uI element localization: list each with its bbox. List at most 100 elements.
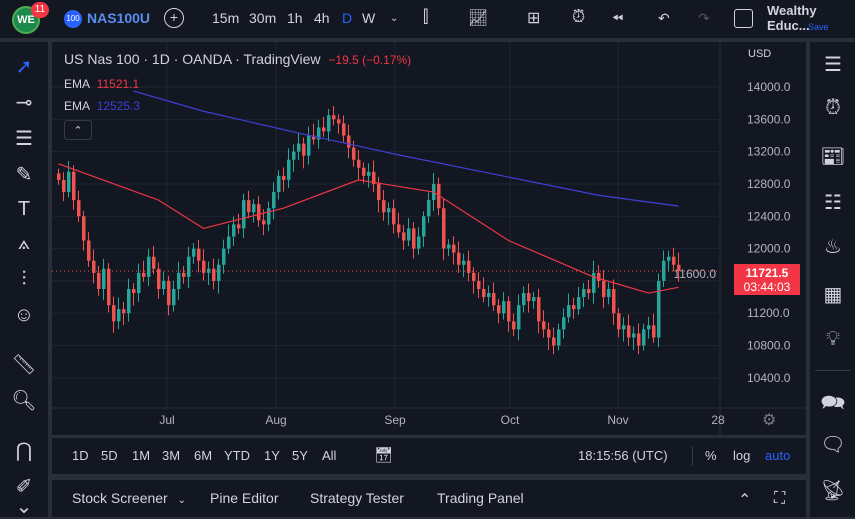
- alert-icon[interactable]: ⏰︎: [572, 7, 586, 26]
- fib-icon[interactable]: ☰: [15, 128, 33, 150]
- candle-body: [357, 159, 361, 168]
- interval-15m[interactable]: 15m: [212, 10, 240, 26]
- cursor-icon[interactable]: ➚: [15, 56, 33, 78]
- chevron-down-icon[interactable]: ⌄: [15, 496, 33, 518]
- price-chart[interactable]: 14000.0 13600.0 13200.0 12800.0 12400.0 12000…: [52, 42, 806, 435]
- legend-title[interactable]: US Nas 100 · 1D · OANDA · TradingView: [64, 51, 321, 67]
- percent-toggle[interactable]: %: [705, 448, 717, 463]
- ideas-bulb-icon[interactable]: 💡︎: [826, 328, 840, 350]
- candle-body: [137, 272, 141, 294]
- candle-body: [487, 293, 491, 298]
- chats-icon[interactable]: 🗪: [820, 392, 846, 414]
- range-1d[interactable]: 1D: [72, 448, 89, 463]
- range-all[interactable]: All: [322, 448, 337, 463]
- ema1-legend[interactable]: EMA 11521.1: [64, 77, 139, 91]
- indicators-icon[interactable]: 📈︎: [468, 10, 489, 27]
- date-range-icon[interactable]: 📅︎: [374, 447, 394, 464]
- fullscreen-icon[interactable]: ⛶: [774, 490, 786, 507]
- candle-body: [272, 192, 276, 209]
- interval-d[interactable]: D: [342, 10, 353, 26]
- add-list-icon[interactable]: ☷: [824, 192, 842, 214]
- range-3m[interactable]: 3M: [162, 448, 181, 463]
- candle-body: [157, 268, 161, 289]
- pattern-icon[interactable]: ⟑: [17, 232, 31, 254]
- candle-body: [132, 289, 136, 294]
- candle-body: [87, 240, 91, 261]
- candle-body: [667, 256, 671, 261]
- log-toggle[interactable]: log: [733, 448, 751, 463]
- range-5y[interactable]: 5Y: [292, 448, 308, 463]
- ema1-value: 11521.1: [96, 77, 140, 91]
- candle-body: [542, 321, 546, 330]
- candle-body: [472, 272, 476, 281]
- currency-selector[interactable]: USD: [748, 48, 772, 60]
- tab-pine-editor[interactable]: Pine Editor: [210, 490, 279, 506]
- ruler-icon[interactable]: 📏︎: [11, 354, 37, 376]
- candle-body: [62, 179, 66, 193]
- undo-icon[interactable]: ↶: [658, 10, 670, 26]
- hotlist-flame-icon[interactable]: ♨: [824, 236, 842, 258]
- candle-body: [567, 305, 571, 318]
- streams-icon[interactable]: 📡︎: [820, 480, 846, 502]
- interval-w[interactable]: W: [362, 10, 376, 26]
- zoom-in-icon[interactable]: 🔍︎: [11, 390, 37, 412]
- save-button[interactable]: Save: [808, 22, 829, 32]
- candle-body: [172, 289, 176, 306]
- redo-icon[interactable]: ↷: [698, 10, 710, 26]
- templates-icon[interactable]: ⊞: [527, 10, 541, 27]
- compare-plus-icon[interactable]: +: [164, 8, 184, 28]
- text-icon[interactable]: T: [17, 198, 31, 220]
- tab-strategy-tester[interactable]: Strategy Tester: [310, 490, 404, 506]
- candle-body: [187, 256, 191, 277]
- candle-body: [572, 305, 576, 310]
- expand-panel-icon[interactable]: ⌃: [738, 492, 752, 509]
- chart-legend: US Nas 100 · 1D · OANDA · TradingView −1…: [64, 51, 411, 67]
- settings-gear-icon[interactable]: ⚙: [762, 412, 777, 429]
- symbol-icon: 100: [64, 10, 82, 28]
- prediction-icon[interactable]: ⫶: [21, 268, 27, 290]
- range-5d[interactable]: 5D: [101, 448, 118, 463]
- lock-pencil-icon[interactable]: ✐: [15, 476, 33, 498]
- tab-stock-screener[interactable]: Stock Screener ⌄: [72, 490, 186, 506]
- chart-pane[interactable]: 14000.0 13600.0 13200.0 12800.0 12400.0 12000…: [52, 42, 806, 435]
- candle-body: [392, 208, 396, 225]
- ema2-legend[interactable]: EMA 12525.3: [64, 99, 140, 113]
- comment-icon[interactable]: 🗨: [820, 434, 846, 456]
- price-tick: 13200.0: [747, 145, 791, 159]
- news-icon[interactable]: 📰︎: [820, 146, 846, 168]
- candle-body: [302, 143, 306, 156]
- layout-name[interactable]: Wealthy Educ...: [767, 3, 817, 33]
- tab-trading-panel[interactable]: Trading Panel: [437, 490, 524, 506]
- candle-body: [317, 127, 321, 140]
- time-tick: Jul: [159, 413, 174, 427]
- trend-line-icon[interactable]: ⊸: [15, 92, 33, 114]
- candle-body: [202, 260, 206, 273]
- chevron-down-icon[interactable]: ⌄: [390, 13, 399, 24]
- candles-icon[interactable]: ⫿: [423, 7, 429, 26]
- replay-icon[interactable]: ⏪︎: [612, 10, 624, 26]
- interval-1h[interactable]: 1h: [287, 10, 303, 26]
- range-ytd[interactable]: YTD: [224, 448, 250, 463]
- interval-4h[interactable]: 4h: [314, 10, 330, 26]
- symbol-search[interactable]: NAS100U: [87, 10, 151, 26]
- candle-body: [57, 173, 61, 180]
- calendar-icon[interactable]: ▦: [823, 284, 843, 306]
- auto-toggle[interactable]: auto: [765, 448, 791, 463]
- layout-square-icon[interactable]: [734, 9, 753, 28]
- range-1m[interactable]: 1M: [132, 448, 151, 463]
- range-6m[interactable]: 6M: [194, 448, 213, 463]
- magnet-icon[interactable]: ⋂: [15, 440, 33, 462]
- emoji-icon[interactable]: ☺: [13, 304, 35, 326]
- collapse-legend-button[interactable]: ⌃: [64, 120, 92, 140]
- watchlist-icon[interactable]: ☰: [824, 54, 842, 76]
- interval-30m[interactable]: 30m: [249, 10, 277, 26]
- candle-body: [562, 317, 566, 330]
- candle-body: [107, 268, 111, 306]
- candle-body: [637, 333, 641, 346]
- brush-icon[interactable]: ✎: [15, 164, 33, 186]
- utc-clock[interactable]: 18:15:56 (UTC): [578, 448, 668, 463]
- alarm-clock-icon[interactable]: ⏰︎: [825, 97, 841, 119]
- range-1y[interactable]: 1Y: [264, 448, 280, 463]
- candle-body: [192, 248, 196, 257]
- price-tick: 14000.0: [747, 80, 791, 94]
